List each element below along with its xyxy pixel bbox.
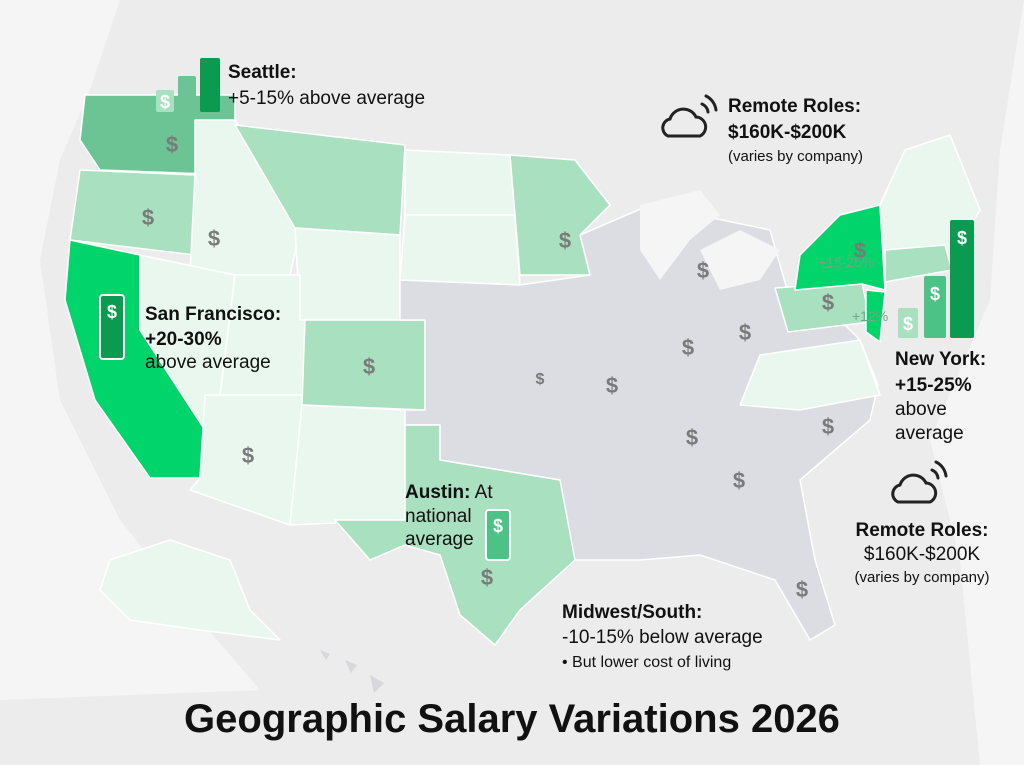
dollar: $ (493, 516, 503, 536)
dollar: $ (363, 354, 375, 379)
dollar: $ (733, 468, 745, 493)
dollar: $ (606, 373, 618, 398)
note: (varies by company) (854, 569, 989, 586)
dollar: $ (682, 335, 694, 360)
text: +5-15% above average (228, 88, 425, 109)
dollar: $ (559, 228, 571, 253)
dollar: $ (107, 302, 117, 322)
dollar: $ (208, 226, 220, 251)
line: average (895, 423, 964, 444)
line: At (475, 482, 494, 503)
text: -10-15% below average (562, 627, 763, 648)
ocean (0, 0, 260, 700)
label: Midwest/South: (562, 602, 702, 623)
dollar: $ (854, 238, 866, 263)
dollar: $ (903, 314, 913, 334)
map-label: +15-25% (818, 254, 874, 270)
dollar: $ (686, 425, 698, 450)
line: national (405, 506, 472, 527)
range: $160K-$200K (864, 544, 981, 565)
title: Geographic Salary Variations 2026 (184, 697, 840, 741)
ocean (930, 0, 1024, 765)
new-york-callout: New York: +15-25% above average (895, 349, 986, 444)
line: average (405, 529, 474, 550)
line: above average (145, 352, 271, 373)
cloud-icons (661, 94, 948, 504)
dollar: $ (142, 205, 154, 230)
note: (varies by company) (728, 148, 863, 165)
label: Remote Roles: (855, 520, 988, 541)
dollar: $ (930, 284, 940, 304)
seattle-callout: Seattle: +5-15% above average (228, 62, 425, 109)
line: +20-30% (145, 329, 222, 350)
dollar: $ (822, 414, 834, 439)
dollar: $ (536, 371, 545, 388)
map-label: +12% (852, 308, 888, 324)
line: +15-25% (895, 375, 972, 396)
dollar: $ (822, 290, 834, 315)
range: $160K-$200K (728, 122, 847, 143)
dollar: $ (796, 577, 808, 602)
midwest-south-callout: Midwest/South: -10-15% below average • B… (562, 602, 763, 671)
dollar: $ (166, 132, 178, 157)
label: Seattle: (228, 62, 297, 83)
dollar: $ (957, 228, 967, 248)
label-line: Austin: At (405, 482, 493, 503)
label: Remote Roles: (728, 96, 861, 117)
dollar: $ (739, 320, 751, 345)
san-francisco-callout: San Francisco: +20-30% above average (145, 304, 281, 373)
line: above (895, 399, 947, 420)
value-bars (99, 58, 974, 561)
label: San Francisco: (145, 304, 281, 325)
dollar: $ (697, 258, 709, 283)
remote-top-callout: Remote Roles: $160K-$200K (varies by com… (728, 96, 863, 165)
dollar: $ (481, 565, 493, 590)
bullet: • But lower cost of living (562, 654, 731, 671)
dollar: $ (242, 443, 254, 468)
dollar: $ (160, 92, 170, 112)
remote-bottom-callout: Remote Roles: $160K-$200K (varies by com… (854, 520, 989, 586)
austin-callout: Austin: At national average (405, 482, 493, 550)
label: New York: (895, 349, 986, 370)
dollar-icons: $ $ $ $ $ $ $ $ $ $ $ $ $ $ $ $ $ $ $ $ … (107, 92, 967, 602)
label: Austin: (405, 482, 470, 503)
